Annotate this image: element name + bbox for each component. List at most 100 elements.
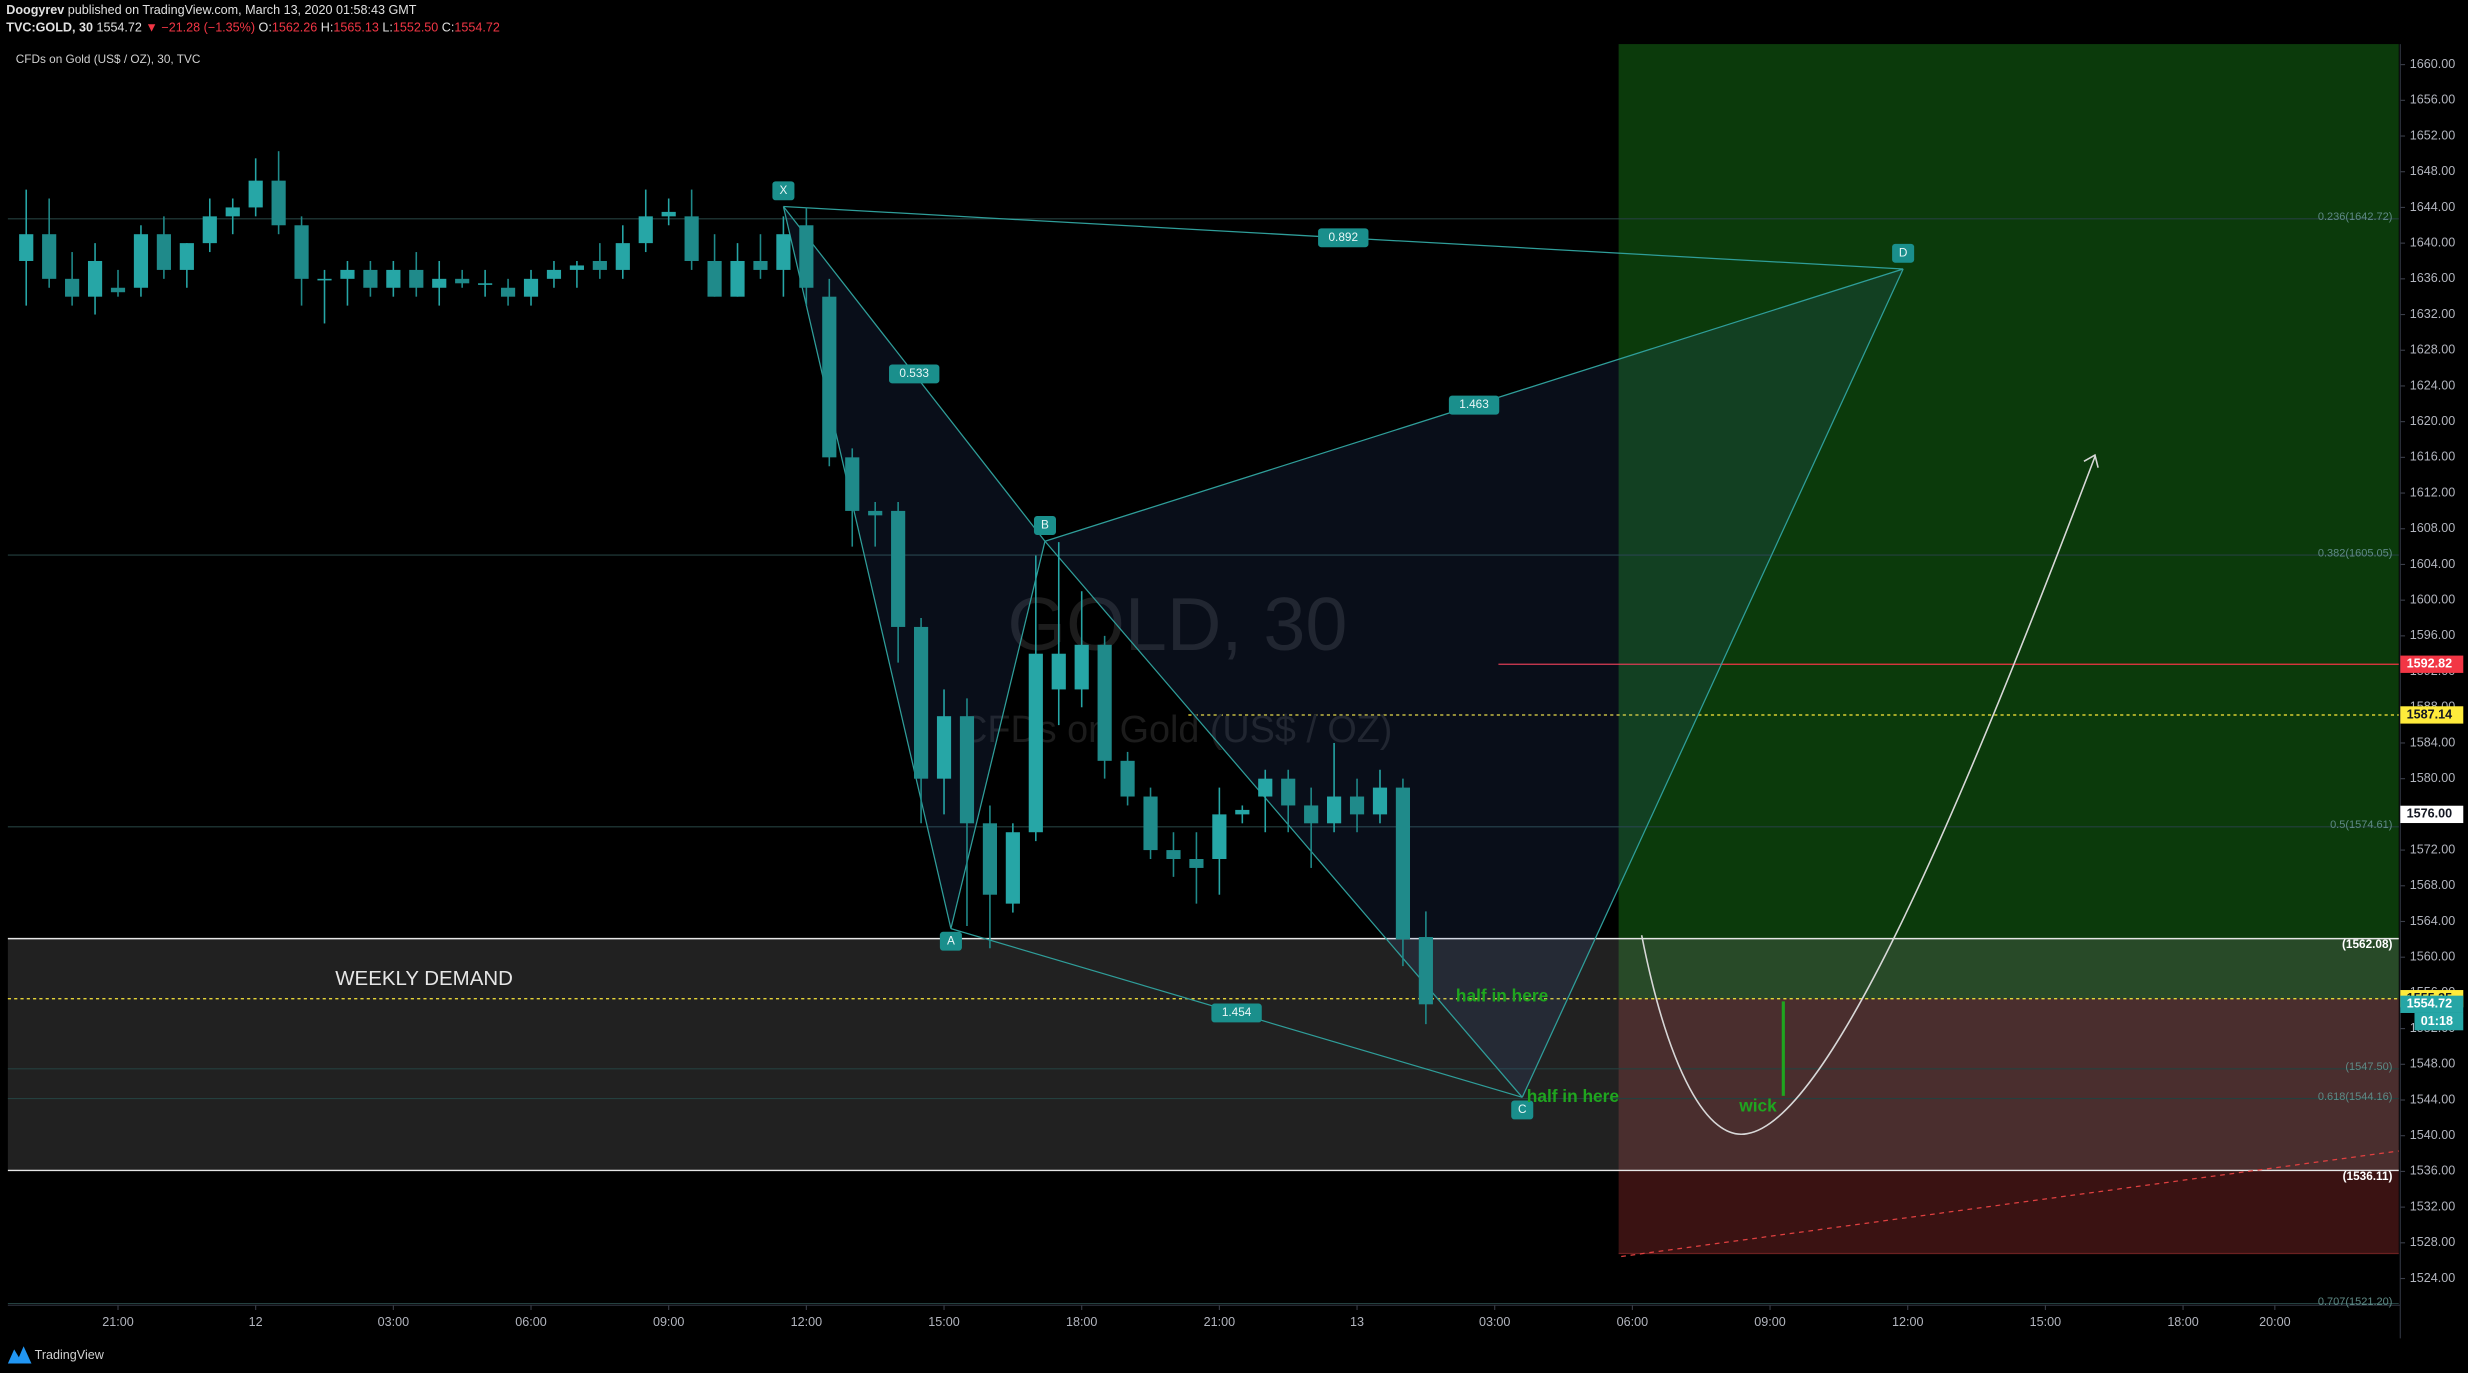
y-tick-label: 1544.00 [2410,1092,2455,1106]
candle-body [386,269,401,288]
candle-body [1235,809,1250,815]
y-tick-label: 1612.00 [2410,485,2455,499]
ratio-box [1211,1003,1262,1023]
ratio-box [1318,228,1369,248]
candle-body [661,211,676,217]
y-tick-label: 1628.00 [2410,343,2455,357]
change: ▼ −21.28 (−1.35%) [145,21,255,35]
fib-label: 0.618(1544.16) [2318,1091,2393,1103]
logo [7,1346,32,1364]
fib-label: 0.236(1642.72) [2318,211,2393,223]
candle-body [1327,796,1342,824]
x-tick-label: 18:00 [1066,1315,1097,1329]
fib-label: (1547.50) [2345,1061,2392,1073]
ohlc-label: O: [259,21,272,35]
candle-body [133,234,149,288]
candle-body [1372,787,1388,815]
ohlc-label: H: [321,21,334,35]
y-tick-label: 1624.00 [2410,378,2455,392]
pattern-fill [1044,269,1904,1098]
candle-body [1304,805,1319,824]
y-tick-label: 1536.00 [2410,1164,2455,1178]
ohlc-value: 1565.13 [333,21,378,35]
candle-body [753,260,768,270]
x-tick-label: 18:00 [2167,1315,2198,1329]
y-tick-label: 1620.00 [2410,414,2455,428]
candle-body [1028,653,1043,833]
y-tick-label: 1532.00 [2410,1199,2455,1213]
price-tag-label: 1576.00 [2407,807,2452,821]
candle-body [110,287,126,293]
candle-body [432,278,447,288]
trend-line [1621,1150,2399,1258]
y-tick-label: 1572.00 [2410,842,2455,856]
pattern-point [1033,516,1057,535]
price-tag-label: 1592.82 [2407,657,2452,671]
pattern-point [772,181,795,201]
y-tick-label: 1608.00 [2410,521,2455,535]
loss-zone [1618,998,2399,1254]
candle-body [1281,778,1296,806]
candle-body [409,269,424,288]
candle-body [1258,778,1273,797]
y-tick-label: 1548.00 [2410,1057,2455,1071]
chart-legend: CFDs on Gold (US$ / OZ), 30, TVC [16,52,201,66]
symbol: TVC:GOLD, 30 [6,21,93,35]
candle-body [638,216,653,244]
ohlc-value: 1552.50 [393,21,438,35]
candle-body [799,225,814,288]
demand-zone [7,938,2399,1171]
candle-body [1120,760,1135,797]
profit-zone [1618,44,2399,999]
y-tick-label: 1604.00 [2410,557,2455,571]
pattern-point-label: B [1041,518,1049,532]
y-tick-label: 1560.00 [2410,950,2455,964]
author: Doogyrev [6,3,64,17]
x-tick-label: 06:00 [1617,1315,1648,1329]
candle-body [592,260,607,270]
price-tag [2400,995,2464,1013]
x-tick-label: 12 [249,1315,263,1329]
y-tick-label: 1596.00 [2410,628,2455,642]
candle-body [363,269,378,288]
candle-body [1418,937,1433,1005]
x-tick-label: 03:00 [378,1315,409,1329]
pattern-edge [1521,268,1904,1098]
y-tick-label: 1648.00 [2410,164,2455,178]
x-tick-label: 21:00 [102,1315,133,1329]
candle-body [65,278,80,297]
candle-body [1051,653,1066,690]
candle-body [156,234,171,270]
y-tick-label: 1644.00 [2410,200,2455,214]
x-tick-label: 12:00 [791,1315,822,1329]
ohlc-value: 1554.72 [454,21,499,35]
pattern-point [1892,243,1915,263]
candle-body [478,283,493,285]
x-tick-label: 09:00 [653,1315,684,1329]
candle-body [936,716,952,779]
candle-body [1005,832,1020,904]
candle-body [982,823,998,895]
y-tick-label: 1640.00 [2410,235,2455,249]
ratio-label: 0.533 [899,366,929,380]
ohlc-label: C: [442,21,455,35]
demand-label: (1562.08) [2342,937,2393,951]
candle-body [730,260,745,297]
pattern-point [939,931,962,951]
pattern-point-label: D [1899,245,1908,259]
price-tag [2400,805,2464,824]
y-tick-label: 1660.00 [2410,57,2455,71]
candle-body [202,216,217,244]
candle-body [569,265,584,270]
y-tick-label: 1524.00 [2410,1271,2455,1285]
y-tick-label: 1528.00 [2410,1235,2455,1249]
candle-body [317,278,332,281]
candle-body [684,216,699,261]
candle-body [1212,814,1227,860]
annotation: half in here [1456,985,1549,1005]
candle-body [959,716,975,824]
y-tick-label: 1652.00 [2410,128,2455,142]
pattern-point-label: A [947,933,955,947]
